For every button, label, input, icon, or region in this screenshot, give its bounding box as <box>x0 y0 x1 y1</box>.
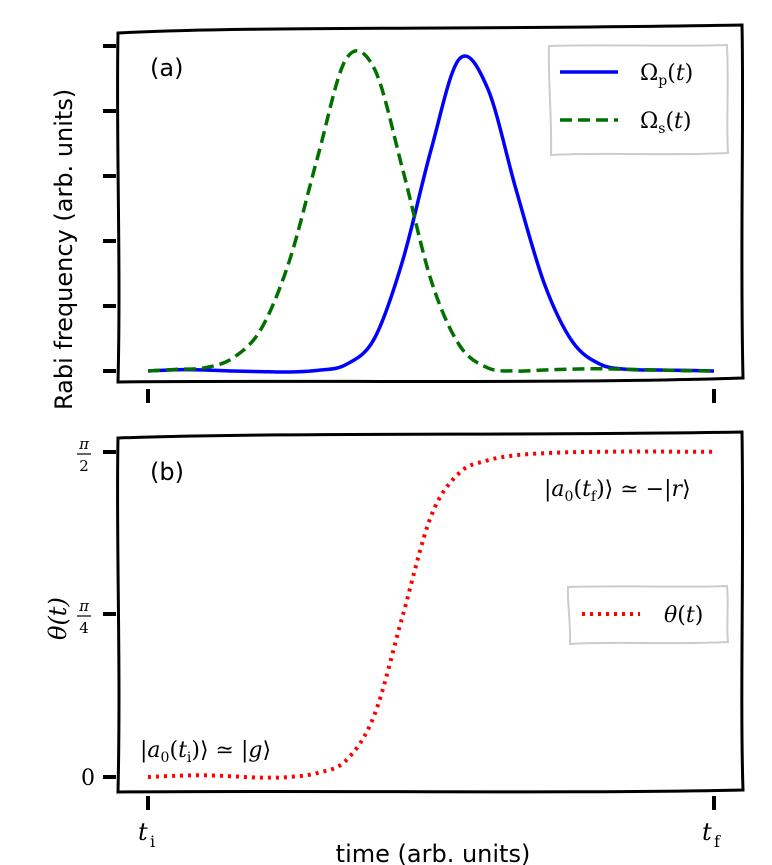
ytick-label-pi-over-2: π <box>78 435 90 453</box>
panel-a-yticks <box>103 44 116 373</box>
annotation-final-state: |a0(tf)⟩ ≃ −|r⟩ <box>544 477 691 505</box>
panel-a-series <box>147 49 715 374</box>
xlabel: time (arb. units) <box>336 840 531 865</box>
xtick-label-ti: t <box>138 818 148 846</box>
panel-a-xticks <box>146 389 716 403</box>
xtick-label-tf: t <box>702 818 712 846</box>
ytick-label-pi-over-4: π <box>78 597 90 615</box>
legend-b-label: θ(t) <box>664 603 703 628</box>
panel-a-frame <box>116 23 745 384</box>
series-line-series-a-1 <box>147 49 715 373</box>
panel-b-ylabel: θ(t) <box>44 597 72 640</box>
annotation-initial-state: |a0(ti)⟩ ≃ |g⟩ <box>140 738 271 766</box>
svg-text:2: 2 <box>79 457 89 475</box>
panel-b-frame <box>116 430 745 794</box>
panel-a-label: (a) <box>150 54 183 82</box>
panel-b-xtick-labels: t i t f <box>138 818 721 851</box>
panel-b-label: (b) <box>150 458 184 486</box>
svg-text:f: f <box>714 832 721 851</box>
legend-b: θ(t) <box>566 584 730 646</box>
ytick-label-zero: 0 <box>81 766 95 791</box>
panel-a-ylabel: Rabi frequency (arb. units) <box>50 89 78 410</box>
panel-b-yticks <box>103 450 116 779</box>
svg-text:i: i <box>150 832 155 851</box>
svg-text:4: 4 <box>79 619 89 637</box>
panel-b-series <box>147 449 715 780</box>
legend-a: Ωp(t) Ωs(t) <box>547 43 730 157</box>
legend-a-label-p: Ωp(t) <box>640 61 693 89</box>
legend-a-label-s: Ωs(t) <box>640 109 691 137</box>
series-line-series-b-0 <box>147 449 715 780</box>
panel-b-xticks <box>146 796 716 810</box>
panel-b-ytick-labels: π 2 π 4 0 <box>77 435 95 791</box>
